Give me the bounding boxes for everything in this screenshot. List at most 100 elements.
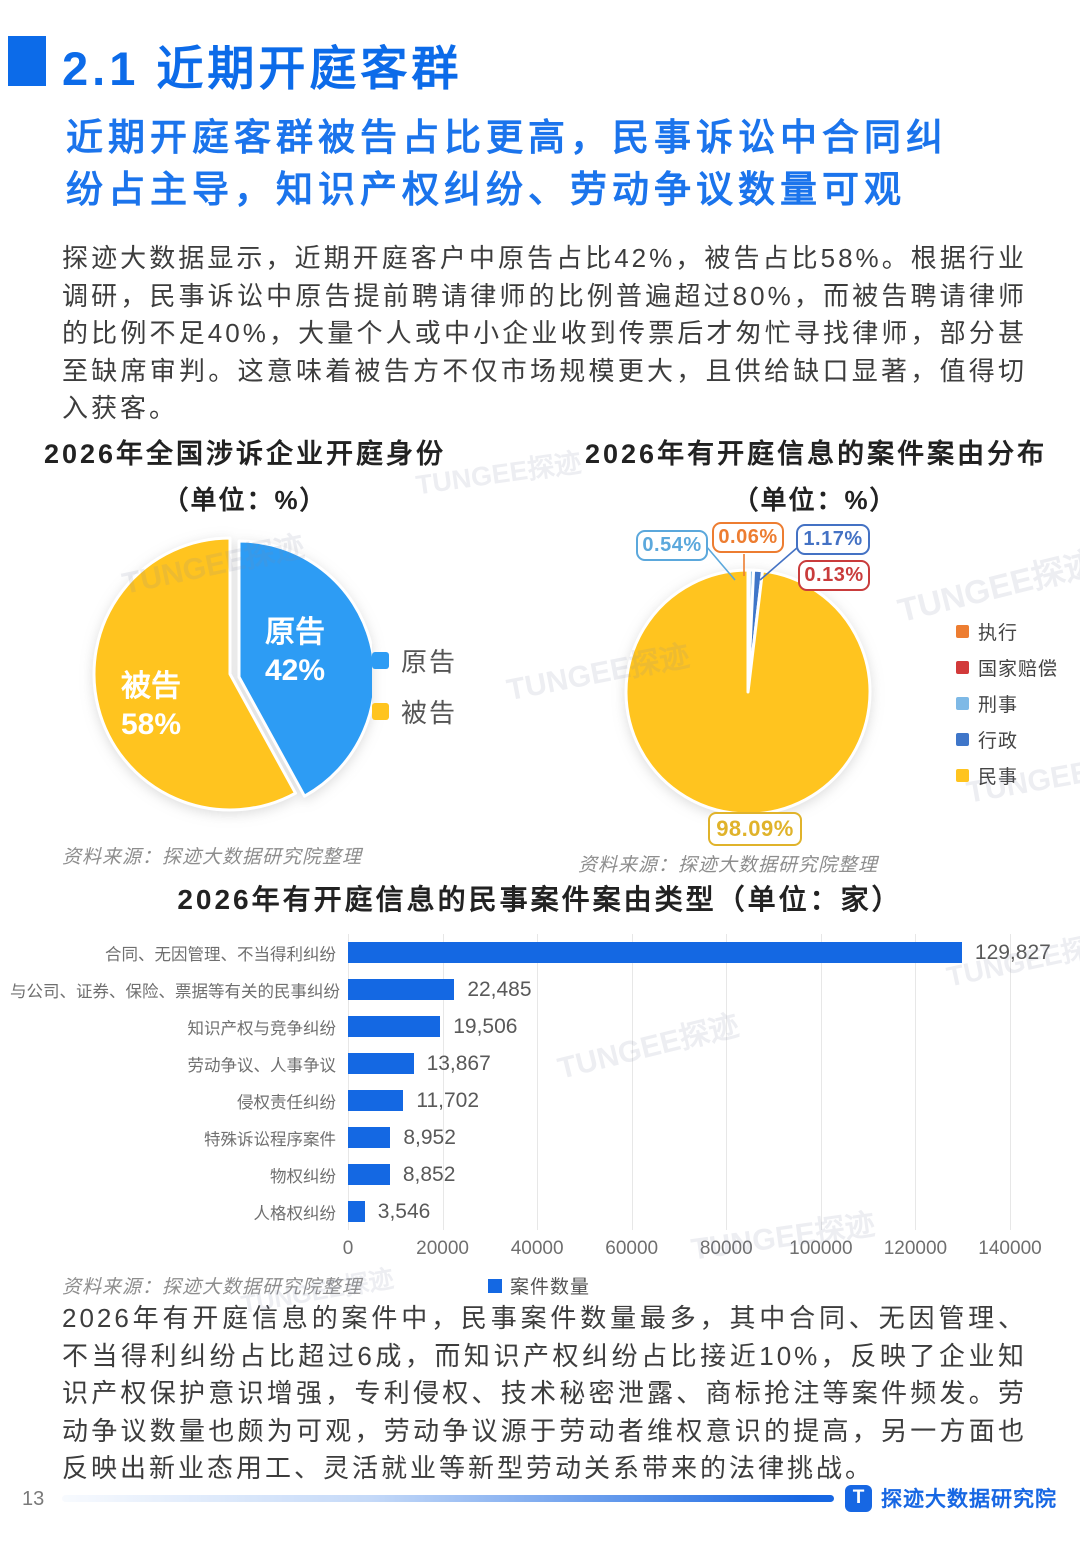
bar-category-label: 特殊诉讼程序案件 [204, 1130, 336, 1149]
bar-legend-swatch [488, 1278, 502, 1293]
bar-value-label: 13,867 [426, 1051, 491, 1075]
bar [348, 1053, 414, 1074]
section-subtitle: 近期开庭客群被告占比更高，民事诉讼中合同纠 纷占主导，知识产权纠纷、劳动争议数量… [66, 112, 1056, 216]
pie1-title: 2026年全国涉诉企业开庭身份 [43, 439, 447, 469]
pie-slice-原告 [237, 539, 372, 798]
pie2-legend: 执行国家赔偿刑事行政民事 [956, 618, 1058, 798]
bar-area: 8,852 [348, 1162, 1010, 1186]
bar [348, 1164, 390, 1185]
x-axis-tick: 100000 [789, 1238, 853, 1259]
bar-area: 129,827 [348, 941, 1051, 964]
legend-item-原告: 原告 [372, 642, 457, 679]
bar-row: 合同、无因管理、不当得利纠纷 129,827 [10, 934, 1070, 971]
callout-administrative-pct: 1.17% [796, 524, 870, 555]
bar [348, 1016, 441, 1037]
bar-chart-title: 2026年有开庭信息的民事案件案由类型（单位：家） [177, 884, 903, 915]
x-axis-tick: 80000 [699, 1238, 753, 1259]
pie-charts-row: 2026年全国涉诉企业开庭身份 （单位：%） 原告 42% 被告 58% 原告被… [0, 424, 1080, 880]
x-axis-tick: 60000 [605, 1238, 659, 1259]
page-number: 13 [22, 1488, 45, 1510]
callout-civil-pct: 98.09% [708, 812, 802, 846]
grid-line [1010, 934, 1011, 1230]
subtitle-line-1: 近期开庭客群被告占比更高，民事诉讼中合同纠 [66, 117, 948, 158]
bar-row: 特殊诉讼程序案件 8,952 [10, 1119, 1070, 1156]
x-axis-tick: 140000 [978, 1238, 1042, 1259]
bar-row: 物权纠纷 8,852 [10, 1156, 1070, 1193]
footer-divider-line [62, 1495, 834, 1502]
bar-category-label: 侵权责任纠纷 [237, 1093, 336, 1112]
bar-category-label: 劳动争议、人事争议 [187, 1056, 337, 1075]
x-axis-tick: 0 [342, 1238, 354, 1259]
grid-line [820, 934, 822, 1230]
plaintiff-defendant-pie-chart [92, 536, 372, 812]
bar-area: 13,867 [348, 1051, 1010, 1075]
pie2-unit: （单位：%） [732, 485, 898, 515]
bar-chart-footer: 资料来源：探迹大数据研究院整理 案件数量 [10, 1272, 1070, 1298]
legend-swatch [956, 661, 969, 674]
legend-swatch [956, 625, 969, 638]
bar-value-label: 3,546 [377, 1199, 431, 1223]
legend-item-民事: 民事 [956, 762, 1058, 789]
bar-area: 22,485 [348, 977, 1010, 1001]
legend-swatch [956, 769, 969, 782]
bar-area: 11,702 [348, 1088, 1010, 1112]
bar [348, 1127, 391, 1148]
bar-rows: 合同、无因管理、不当得利纠纷 129,827 与公司、证券、保险、票据等有关的民事纠… [10, 934, 1070, 1230]
bar-row: 与公司、证券、保险、票据等有关的民事纠纷 22,485 [10, 971, 1070, 1008]
bar-category-label: 人格权纠纷 [253, 1204, 337, 1223]
bar-gridlines [348, 934, 1011, 1230]
pie1-source-note: 资料来源：探迹大数据研究院整理 [62, 847, 363, 868]
intro-paragraph: 探迹大数据显示，近期开庭客户中原告占比42%，被告占比58%。根据行业调研，民事… [62, 243, 1027, 423]
legend-item-国家赔偿: 国家赔偿 [956, 654, 1058, 681]
x-axis-tick: 40000 [510, 1238, 564, 1259]
bar-value-label: 8,852 [402, 1162, 456, 1186]
legend-swatch [956, 733, 969, 746]
subtitle-line-2: 纷占主导，知识产权纠纷、劳动争议数量可观 [66, 169, 906, 210]
legend-item-执行: 执行 [956, 618, 1058, 645]
bar-value-label: 129,827 [974, 940, 1051, 964]
bar-row: 人格权纠纷 3,546 [10, 1193, 1070, 1230]
legend-label: 被告 [401, 698, 458, 728]
bar-value-label: 22,485 [467, 977, 532, 1001]
grid-line [442, 934, 444, 1230]
grid-line [915, 934, 917, 1230]
bar-category-label: 物权纠纷 [270, 1167, 336, 1186]
legend-swatch [956, 697, 969, 710]
pie1-unit: （单位：%） [162, 485, 328, 515]
legend-label: 行政 [978, 731, 1019, 752]
pie-slice-被告 [92, 536, 298, 812]
case-cause-pie-chart [624, 568, 872, 816]
pie2-source-note: 资料来源：探迹大数据研究院整理 [578, 855, 879, 876]
legend-item-被告: 被告 [372, 693, 457, 730]
legend-label: 原告 [401, 647, 458, 677]
tungee-logo-icon: T [845, 1484, 872, 1512]
grid-line [537, 934, 539, 1230]
legend-label: 国家赔偿 [978, 659, 1059, 680]
section-title: 2.1 近期开庭客群 [62, 42, 463, 95]
legend-swatch [372, 652, 389, 669]
bar-area: 8,952 [348, 1126, 1010, 1149]
bar [348, 942, 962, 963]
bar-area: 3,546 [348, 1199, 1010, 1223]
legend-item-行政: 行政 [956, 726, 1058, 753]
bar-row: 劳动争议、人事争议 13,867 [10, 1045, 1070, 1082]
pie2-title: 2026年有开庭信息的案件案由分布 [585, 439, 1048, 469]
callout-criminal-pct: 0.54% [636, 530, 708, 561]
bar-value-label: 19,506 [453, 1014, 518, 1038]
legend-swatch [372, 703, 389, 720]
bar-row: 知识产权与竞争纠纷 19,506 [10, 1008, 1070, 1045]
bar-chart-section: 2026年有开庭信息的民事案件案由类型（单位：家） 合同、无因管理、不当得利纠纷… [0, 878, 1080, 1298]
bar [348, 1090, 404, 1111]
closing-paragraph: 2026年有开庭信息的案件中，民事案件数量最多，其中合同、无因管理、不当得利纠纷… [62, 1303, 1027, 1483]
x-axis-tick: 20000 [416, 1238, 469, 1259]
bar-row: 侵权责任纠纷 11,702 [10, 1082, 1070, 1119]
legend-label: 民事 [978, 767, 1019, 788]
footer-logo: T 探迹大数据研究院 [845, 1483, 1057, 1513]
bar-chart: 合同、无因管理、不当得利纠纷 129,827 与公司、证券、保险、票据等有关的民事纠… [10, 934, 1070, 1298]
legend-label: 刑事 [978, 695, 1019, 716]
bar-category-label: 合同、无因管理、不当得利纠纷 [105, 945, 336, 964]
bar [348, 979, 455, 1000]
legend-label: 执行 [978, 623, 1019, 644]
bar-value-label: 11,702 [416, 1088, 479, 1112]
